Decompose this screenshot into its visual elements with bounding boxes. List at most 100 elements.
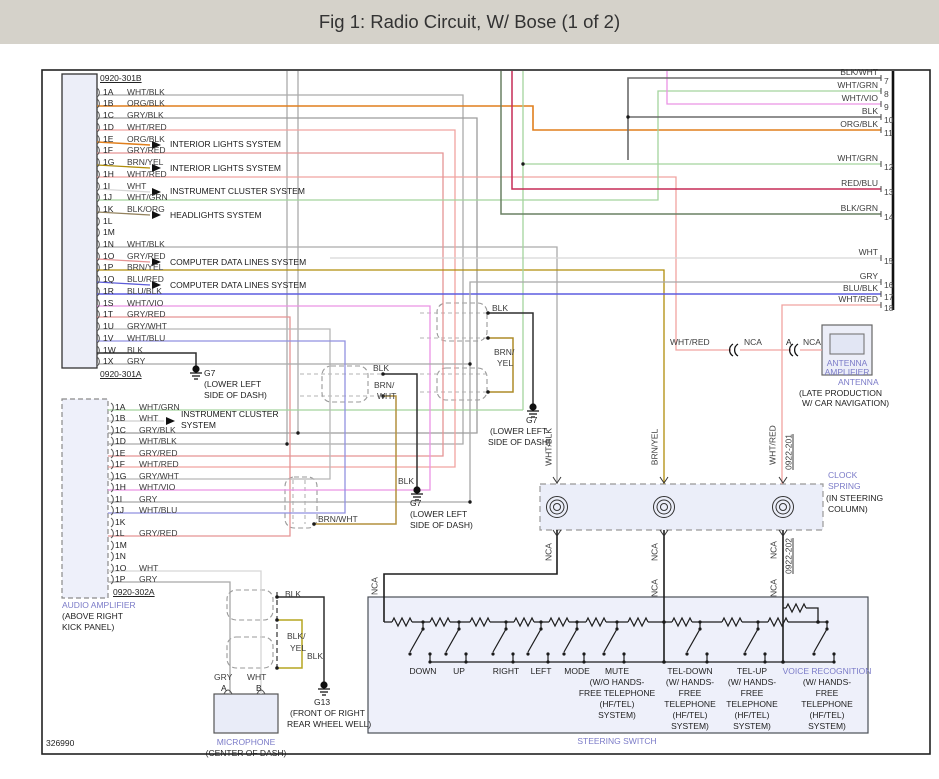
radio-pin-code: 1P [103,262,114,272]
spring-wire-label: WHT/RED [767,425,778,465]
radio-pin-code: 1J [103,192,112,202]
antenna-note: W/ CAR NAVIGATION) [802,398,890,408]
nca-label: NCA [649,543,660,561]
wire-label-brn-yel: YEL [497,358,514,368]
system-label: HEADLIGHTS SYSTEM [170,210,262,220]
amp-pin-code: 1F [115,459,125,469]
right-pin-color: WHT/RED [838,294,878,304]
ground-g7-location: (LOWER LEFT [490,426,548,436]
amp-pin-color: GRY [139,574,158,584]
amp-pin-code: 1K [115,517,126,527]
radio-pin-code: 1G [103,157,115,167]
nca-label: NCA [768,579,779,597]
shield-conductors [292,312,487,524]
ground-symbols [190,365,539,696]
spring-wire-label: BRN/YEL [649,428,660,466]
radio-pin-color: BRN/YEL [127,262,164,272]
right-pin-number: 16 [884,280,894,290]
amp-connector-id: 0920-302A [113,587,155,597]
radio-pin-color: GRY/RED [127,309,166,319]
right-pin-number: 11 [884,128,893,138]
clock-spring-coils [546,476,794,537]
amp-pin-code: 1G [115,471,127,481]
page-title: Fig 1: Radio Circuit, W/ Bose (1 of 2) [318,11,621,32]
radio-pin-code: 1F [103,145,113,155]
radio-pin-code: 1C [103,110,114,120]
amp-pin-code: 1P [115,574,126,584]
right-pin-color: WHT/GRN [837,153,878,163]
steering-button-mode: MODE [564,666,590,676]
ground-g13 [318,681,330,696]
amp-pin-color: WHT [139,563,159,573]
title-bar: Fig 1: Radio Circuit, W/ Bose (1 of 2) [0,0,939,44]
radio-pin-code: 1B [103,98,114,108]
right-pin-number: 17 [884,292,894,302]
radio-connector-id-top: 0920-301B [100,73,142,83]
radio-pin-code: 1K [103,204,114,214]
antenna-nca-right: NCA [803,337,821,347]
amp-pin-color: WHT/BLU [139,505,178,515]
shield-boxes [226,302,488,669]
wires [96,71,881,694]
radio-pin-color: WHT [127,181,147,191]
right-pin-color: GRY [859,271,878,281]
amp-pin-code: 1M [115,540,127,550]
ground-g7-label: G7 [410,498,422,508]
amp-pin-code: 1H [115,482,126,492]
diagram-border [41,69,931,755]
system-label: COMPUTER DATA LINES SYSTEM [170,257,307,267]
system-label: INSTRUMENT CLUSTER [181,409,279,419]
radio-pin-code: 1A [103,87,114,97]
radio-pin-code: 1S [103,298,114,308]
radio-pin-code: 1I [103,181,111,191]
right-pin-color: BLK/WHT [840,67,878,77]
steering-button-right: RIGHT [492,666,520,676]
amp-pin-code: 1D [115,436,126,446]
ground-g7-2 [527,403,539,418]
junction-dots [275,115,836,670]
radio-pin-color: BRN/YEL [127,157,164,167]
radio-pin-code: 1Q [103,274,115,284]
amp-pin-code: 1B [115,413,126,423]
radio-pin-color: WHT/BLK [127,87,165,97]
right-pin-number: 12 [884,162,894,172]
right-pin-color: ORG/BLK [840,119,878,129]
radio-pin-color: BLK [127,345,144,355]
microphone-label: MICROPHONE [216,737,276,747]
ground-g7-label: G7 [526,415,538,425]
radio-pin-color: ORG/BLK [127,98,165,108]
wire-label-blk: BLK [307,651,324,661]
radio-pin-color: GRY [127,356,146,366]
radio-pin-color: WHT/VIO [127,298,164,308]
antenna-amplifier-label: AMPLIFIER [824,367,870,377]
amp-pin-brackets [110,402,114,585]
system-label: COMPUTER DATA LINES SYSTEM [170,280,307,290]
radio-pin-color: BLU/RED [127,274,164,284]
spring-connector-id: 0922-201 [783,434,794,470]
amp-pin-color: GRY/RED [139,528,178,538]
right-pin-number: 8 [884,89,889,99]
radio-pin-code: 1R [103,286,114,296]
amp-pin-color: WHT/RED [139,459,179,469]
steering-button-up: UP [453,666,465,676]
ground-g7-1 [190,365,202,380]
right-pin-color: WHT/VIO [841,93,878,103]
right-pin-number: 7 [884,76,889,86]
clock-spring-box [539,483,824,531]
radio-pin-code: 1O [103,251,115,261]
steering-button-tel-up: TEL-UP (W/ HANDS- FREE TELEPHONE (HF/TEL) SYS… [726,666,778,731]
system-label: INSTRUMENT CLUSTER SYSTEM [170,186,305,196]
clock-spring-location: (IN STEERING [826,493,884,503]
radio-pin-color: GRY/RED [127,145,166,155]
amp-pin-color: WHT [139,413,159,423]
steering-button-voice-recognition: VOICE RECOGNITION (W/ HANDS- FREE TELEPHONE… [782,666,872,731]
radio-pin-code: 1D [103,122,114,132]
radio-pin-color: WHT/GRN [127,192,168,202]
audio-amplifier-location: KICK PANEL) [62,622,115,632]
antenna-note: (LATE PRODUCTION [799,388,882,398]
wire-label-brn-yel: BRN/ [494,347,515,357]
antenna-element [829,333,865,355]
amp-pin-color: GRY [139,494,158,504]
